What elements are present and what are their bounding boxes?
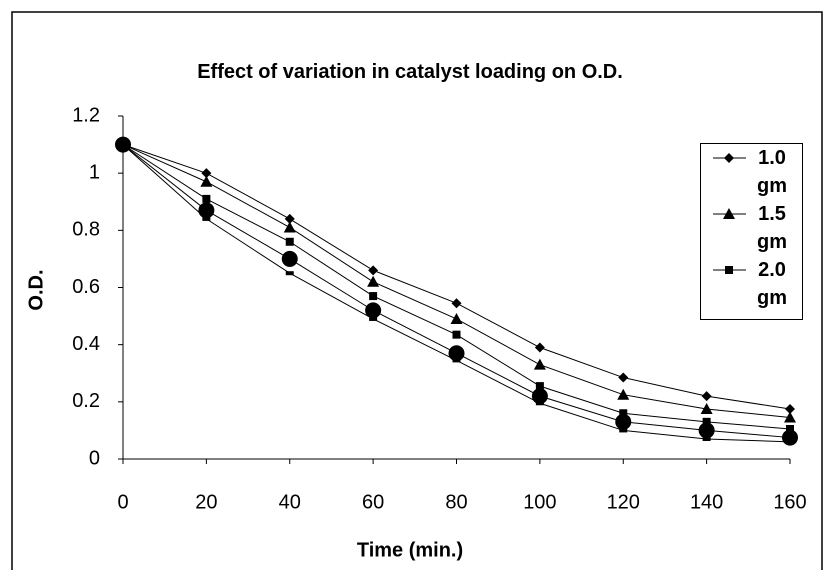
y-tick-label: 0.2 — [72, 390, 100, 412]
marker — [533, 358, 546, 370]
series-line — [122, 144, 791, 430]
x-tick-label: 40 — [279, 491, 301, 513]
marker — [700, 402, 713, 414]
x-tick-label: 80 — [445, 491, 467, 513]
marker — [617, 388, 630, 400]
x-tick-label: 120 — [607, 491, 640, 513]
x-tick-label: 0 — [117, 491, 128, 513]
legend-item: 2.0 gm — [701, 258, 802, 314]
marker — [725, 266, 733, 274]
legend-item: 1.5 gm — [701, 202, 802, 258]
x-tick-label: 20 — [195, 491, 217, 513]
marker — [285, 271, 294, 276]
marker — [724, 153, 734, 163]
marker — [619, 409, 628, 418]
marker — [534, 342, 545, 353]
x-tick-label: 60 — [362, 491, 384, 513]
marker — [782, 429, 798, 446]
series-line — [122, 144, 791, 410]
marker — [202, 216, 211, 221]
marker — [723, 208, 735, 219]
marker — [535, 382, 544, 391]
legend-label: 1.5 gm — [757, 203, 787, 253]
marker — [451, 298, 462, 309]
marker — [702, 436, 711, 441]
x-tick-label: 100 — [523, 491, 556, 513]
marker — [531, 388, 548, 405]
marker — [369, 316, 378, 321]
marker — [281, 250, 298, 267]
series-line — [122, 144, 791, 439]
y-tick-label: 1 — [89, 161, 100, 183]
legend-label: 2.0 gm — [757, 259, 787, 309]
marker — [283, 221, 296, 233]
marker — [200, 175, 213, 187]
marker — [115, 136, 131, 153]
x-tick-label: 140 — [690, 491, 723, 513]
marker — [698, 422, 715, 439]
marker — [702, 417, 711, 426]
marker — [367, 275, 380, 287]
legend-swatch — [713, 266, 746, 274]
marker — [618, 372, 629, 383]
legend-label: 1.0 gm — [757, 147, 787, 197]
legend: 1.0 gm 1.5 gm 2.0 gm — [700, 143, 803, 320]
marker — [615, 413, 632, 430]
y-tick-label: 0 — [89, 447, 100, 469]
chart-title: Effect of variation in catalyst loading … — [197, 61, 623, 83]
series-line — [122, 144, 791, 443]
marker — [284, 213, 295, 224]
marker — [202, 194, 211, 203]
legend-item: 1.0 gm — [701, 146, 802, 202]
legend-swatch — [713, 153, 746, 163]
marker — [450, 312, 463, 324]
marker — [198, 202, 215, 219]
x-axis-label: Time (min.) — [357, 539, 463, 561]
series-line — [122, 144, 791, 419]
x-tick-label: 160 — [773, 491, 806, 513]
marker — [786, 424, 794, 433]
marker — [285, 237, 294, 246]
marker — [785, 403, 795, 414]
y-axis-label: O.D. — [25, 269, 47, 310]
marker — [448, 345, 465, 362]
y-tick-label: 0.4 — [72, 333, 100, 355]
chart-border — [11, 11, 823, 570]
marker — [368, 265, 379, 276]
marker — [365, 302, 382, 319]
marker — [784, 411, 796, 423]
marker — [701, 391, 712, 402]
marker — [452, 330, 461, 339]
marker — [201, 168, 212, 179]
marker — [619, 428, 628, 433]
y-tick-label: 0.6 — [72, 276, 100, 298]
y-tick-label: 1.2 — [72, 104, 100, 126]
marker — [369, 292, 378, 301]
legend-swatch — [713, 208, 746, 219]
y-tick-label: 0.8 — [72, 219, 100, 241]
